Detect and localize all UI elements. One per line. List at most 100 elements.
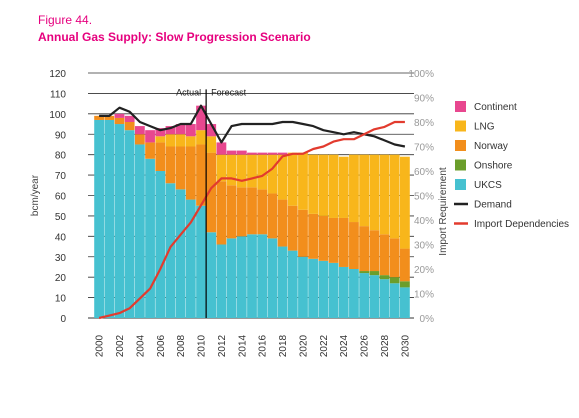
y2-tick-label: 100% [408,69,434,80]
bar-lng [206,136,217,153]
bar-ukcs [206,232,217,318]
y2-tick-label: 10% [414,290,434,301]
bar-norway [287,205,298,251]
legend-label: Demand [474,200,512,211]
y-tick-label: 80 [55,151,67,162]
bar-ukcs [104,119,115,318]
y-tick-label: 100 [49,110,66,121]
bar-ukcs [379,279,390,318]
bar-ukcs [155,171,166,318]
bar-lng [277,154,288,200]
bar-norway [145,142,155,159]
legend-label: UKCS [474,180,502,191]
bar-lng [155,136,166,143]
bar-ukcs [114,124,125,319]
bar-ukcs [349,269,359,318]
legend-label: Onshore [474,161,513,172]
bar-lng [287,152,298,206]
bar-ukcs [145,158,155,318]
bar-continent [206,124,217,137]
bar-ukcs [359,273,370,318]
y-axis-title: bcm/year [30,174,41,216]
bar-norway [226,185,237,239]
bar-ukcs [277,246,288,318]
x-tick-label: 2002 [115,334,126,357]
legend-label: Import Dependencies [474,219,569,230]
bar-ukcs [400,287,410,318]
bar-lng [328,154,339,218]
bar-norway [359,226,370,272]
y-tick-label: 90 [55,130,67,141]
bar-norway [216,181,227,245]
y-tick-label: 60 [55,192,67,203]
bar-continent [134,126,145,135]
bar-norway [328,217,339,263]
bar-norway [298,209,308,257]
x-tick-label: 2020 [298,334,309,357]
bar-continent [257,152,268,155]
bar-ukcs [236,236,247,318]
bar-ukcs [369,275,380,318]
x-tick-label: 2016 [258,334,269,357]
x-tick-label: 2006 [156,334,167,357]
y2-tick-label: 80% [414,118,434,129]
bar-continent [196,105,206,131]
bar-lng [257,154,268,190]
y2-tick-label: 40% [414,216,434,227]
x-tick-label: 2026 [360,334,371,357]
bar-norway [104,115,115,120]
x-tick-label: 2018 [278,334,289,357]
y2-tick-label: 90% [414,94,434,105]
actual-label: Actual [176,87,201,97]
bar-ukcs [298,256,308,318]
bar-continent [155,128,166,137]
bar-onshore [389,277,400,284]
bar-norway [369,230,380,272]
chart-title: Annual Gas Supply: Slow Progression Scen… [38,30,311,44]
x-tick-label: 2012 [217,334,228,357]
bar-lng [318,154,329,216]
bar-ukcs [216,244,227,318]
x-tick-label: 2022 [319,334,330,357]
bar-lng [400,156,410,249]
x-tick-label: 2008 [176,334,187,357]
legend-swatch [455,179,466,190]
x-tick-label: 2030 [400,334,411,357]
y-tick-label: 10 [55,294,67,305]
bar-ukcs [165,183,176,318]
bar-norway [185,146,196,200]
y-tick-label: 40 [55,232,67,243]
bar-norway [94,115,104,120]
bar-continent [124,115,135,122]
bar-onshore [379,275,390,280]
bar-onshore [369,271,380,276]
bar-ukcs [318,260,329,318]
bar-ukcs [247,234,257,318]
bar-lng [185,136,196,147]
bar-norway [134,134,145,145]
bar-norway [389,238,400,278]
axes: Actual Forecast01020304050607080901001101… [30,69,449,357]
bar-onshore [400,281,410,288]
y2-tick-label: 20% [414,265,434,276]
legend-label: LNG [474,122,495,133]
y2-tick-label: 60% [414,167,434,178]
legend-swatch [455,159,466,171]
bar-ukcs [287,250,298,318]
legend-label: Continent [474,102,517,113]
bar-norway [277,199,288,247]
bar-lng [298,152,308,210]
bars [94,105,410,319]
bar-lng [379,154,390,235]
bar-norway [124,122,135,131]
bar-continent [267,152,278,155]
bar-continent [114,113,125,118]
bar-norway [338,217,349,267]
bar-ukcs [185,199,196,318]
bar-norway [318,215,329,261]
bar-continent [226,150,237,155]
y2-axis-title: Import Requirement [438,167,449,256]
bar-ukcs [389,283,400,318]
